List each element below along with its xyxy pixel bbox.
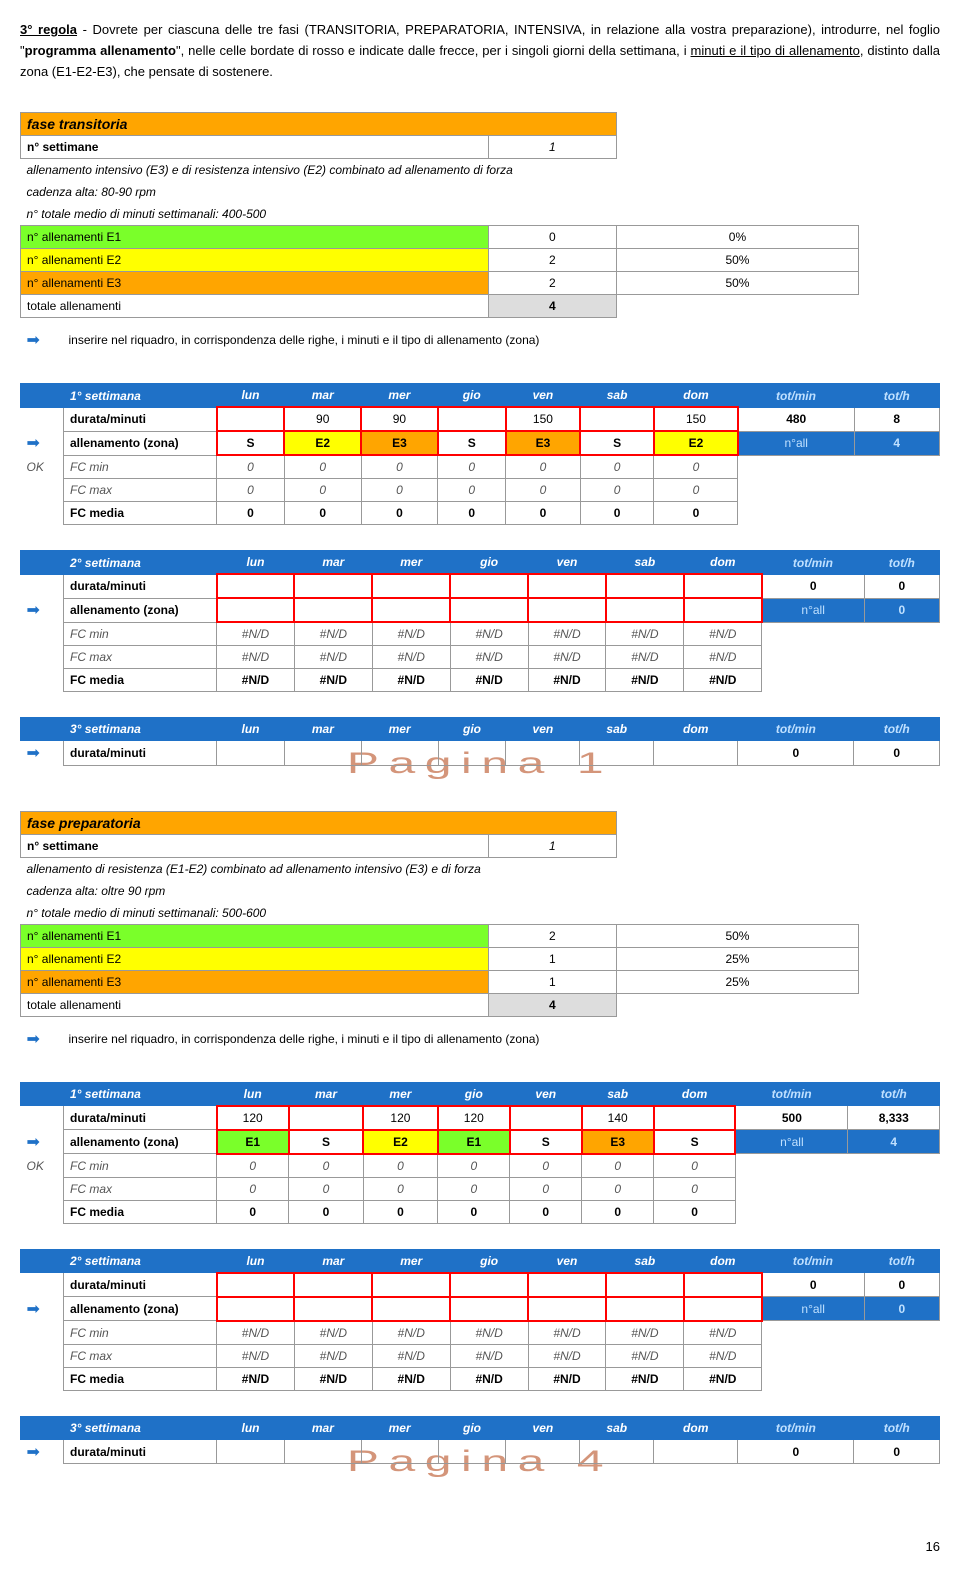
- week3-table: 3° settimanalunmarmergiovensabdomtot/min…: [20, 1416, 940, 1465]
- week3-table: 3° settimanalunmarmergiovensabdomtot/min…: [20, 717, 940, 766]
- phase-table: fase transitorian° settimane1allenamento…: [20, 112, 940, 358]
- page-number: 16: [20, 1539, 940, 1554]
- week-table: 1° settimanalunmarmergiovensabdomtot/min…: [20, 383, 940, 525]
- phase-table: fase preparatorian° settimane1allenament…: [20, 811, 940, 1057]
- week-table: 2° settimanalunmarmergiovensabdomtot/min…: [20, 550, 940, 692]
- rule-paragraph: 3° regola - Dovrete per ciascuna delle t…: [20, 20, 940, 82]
- week-table: 1° settimanalunmarmergiovensabdomtot/min…: [20, 1082, 940, 1224]
- week-table: 2° settimanalunmarmergiovensabdomtot/min…: [20, 1249, 940, 1391]
